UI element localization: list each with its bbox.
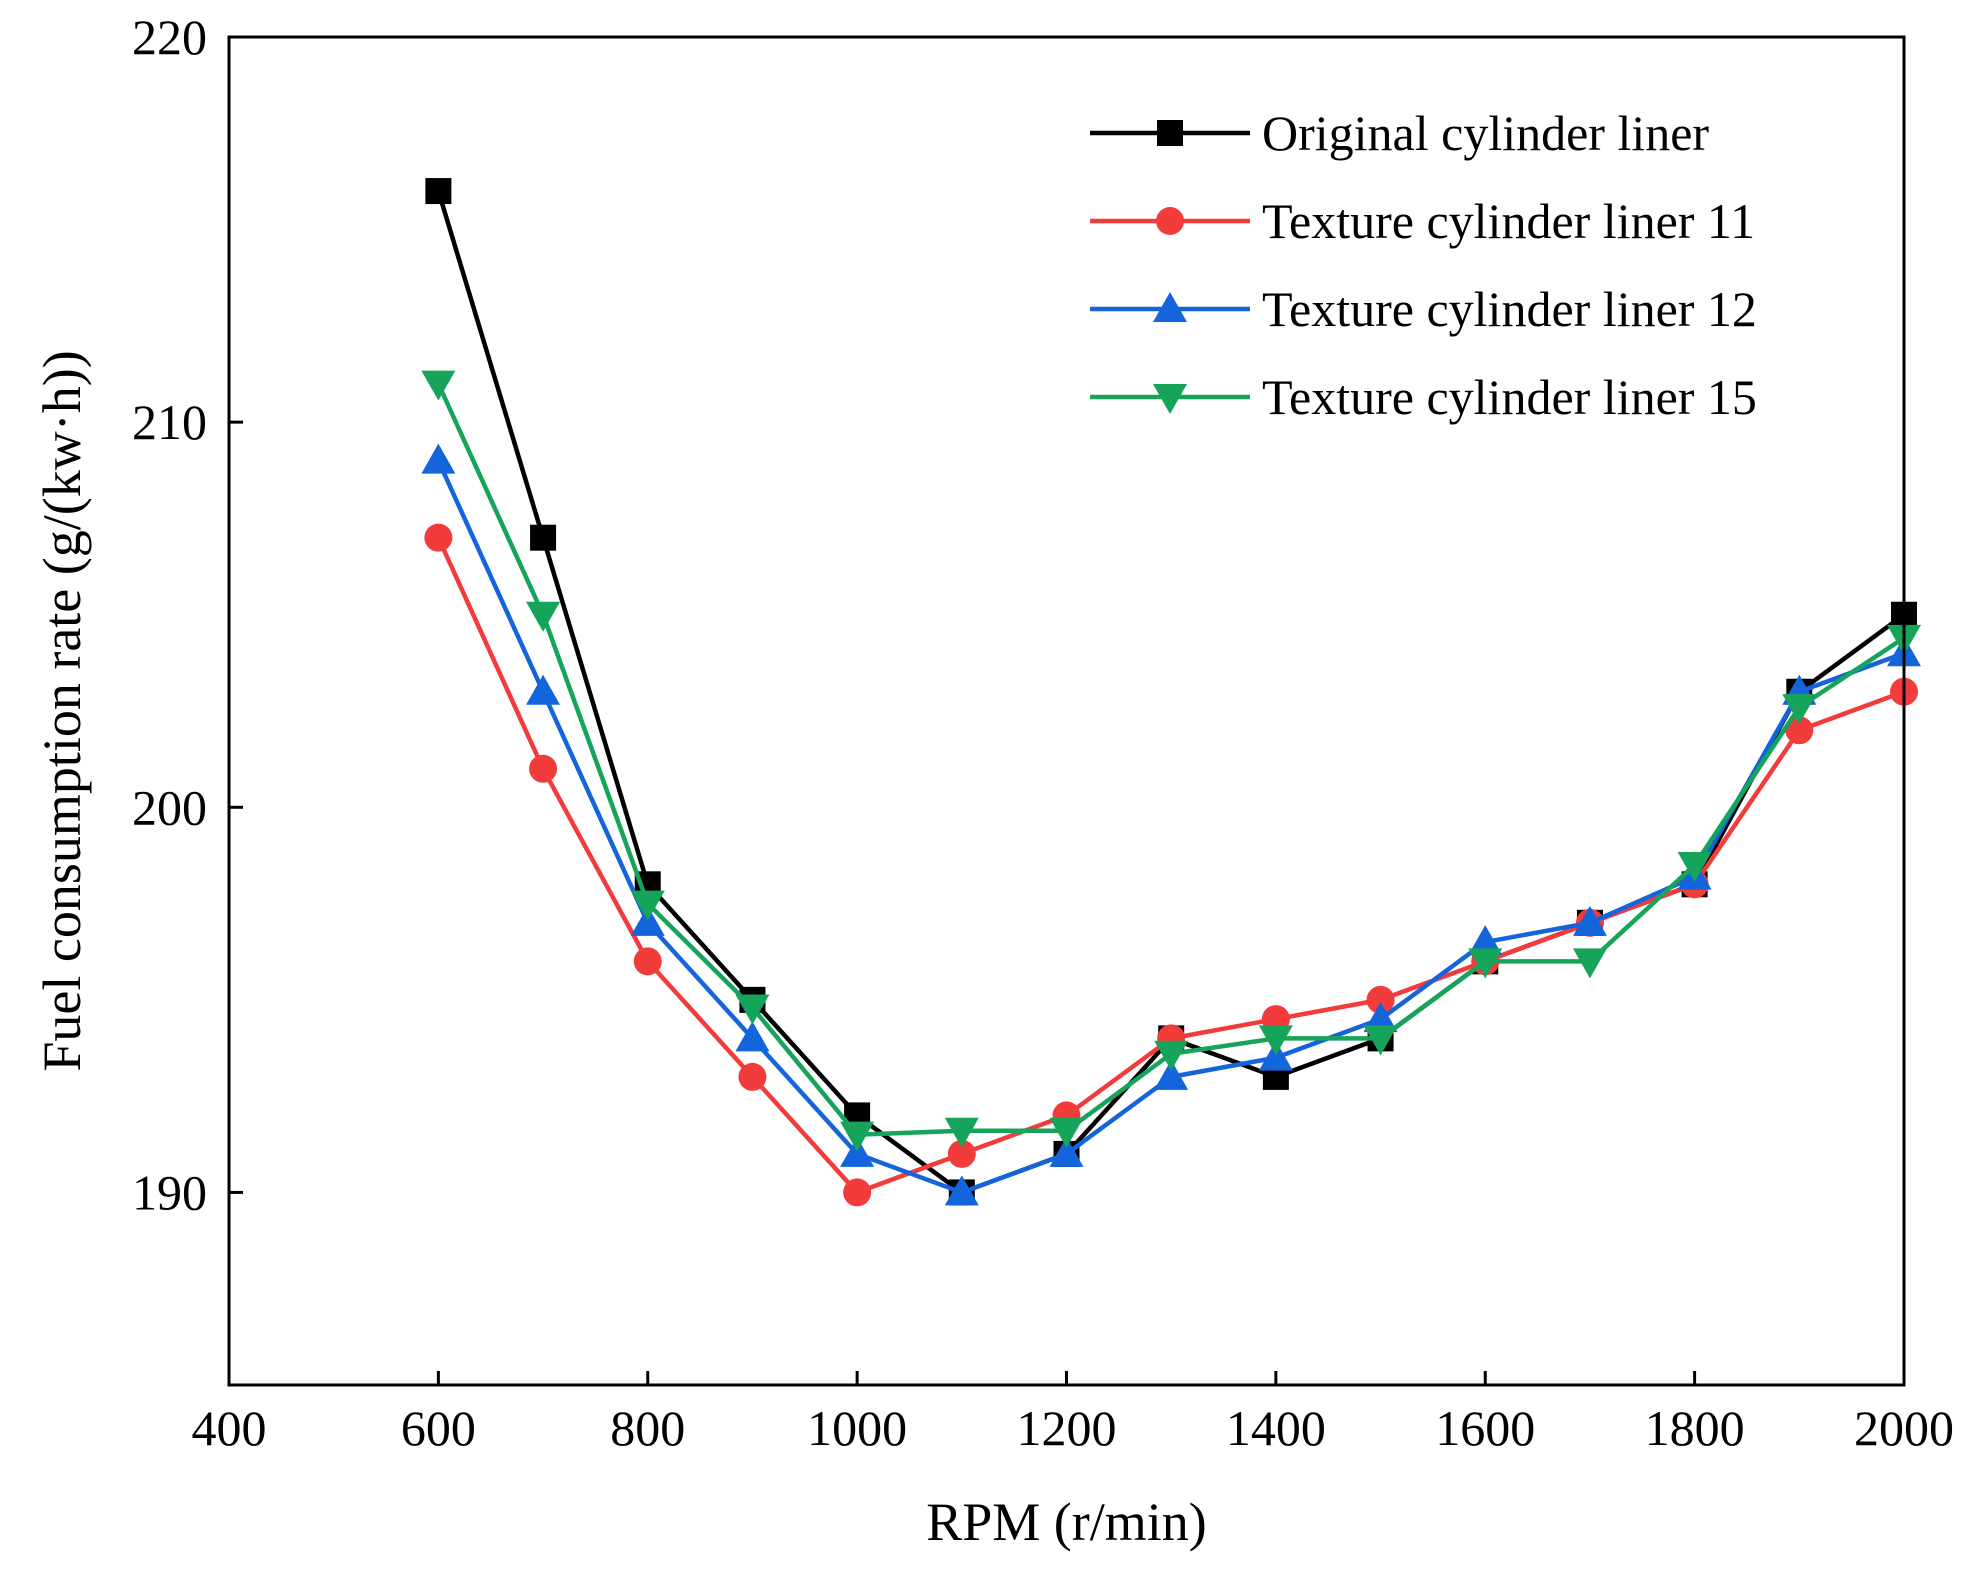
legend-item: Original cylinder liner [1090,105,1709,161]
data-point [633,947,662,976]
data-point [1049,1136,1084,1167]
x-axis-title: RPM (r/min) [926,1492,1207,1552]
legend: Original cylinder liner Texture cylinder … [1090,105,1757,425]
y-tick-label: 200 [132,779,207,835]
legend-marker [1157,120,1183,146]
data-point [630,890,665,921]
data-point [424,523,453,552]
data-point [630,905,665,936]
y-axis-title: Fuel consumption rate (g/(kw·h)) [32,350,92,1071]
x-tick-label: 1600 [1435,1400,1535,1456]
legend-marker [1153,384,1187,414]
data-point [1677,852,1712,883]
ticks-layer: 400 600 800 1000 1200 1400 1600 1800 2000 190 200 2… [132,9,1954,1456]
legend-label: Original cylinder liner [1262,105,1709,161]
data-point [735,994,770,1025]
data-point [1468,948,1503,979]
data-point [1258,1040,1293,1071]
legend-item: Texture cylinder liner 12 [1090,281,1757,337]
data-point [1258,1025,1293,1056]
data-point [1468,925,1503,956]
data-point [425,178,452,205]
data-point [529,754,558,783]
x-tick-label: 600 [401,1400,476,1456]
data-point [1154,1040,1189,1071]
data-point [944,1175,979,1206]
data-point [840,1136,875,1167]
x-tick-label: 2000 [1854,1400,1954,1456]
legend-marker [1153,292,1187,322]
data-point [1572,948,1607,979]
data-point [1782,694,1817,725]
legend-label: Texture cylinder liner 12 [1262,281,1757,337]
series-line [436,536,1905,1195]
x-tick-label: 1000 [807,1400,907,1456]
y-tick-label: 210 [132,394,207,450]
data-point [840,1121,875,1152]
data-point [1154,1059,1189,1090]
data-point [944,1117,979,1148]
data-point [947,1139,976,1168]
data-point [1785,716,1814,745]
data-point [1572,905,1607,936]
x-tick-label: 1400 [1226,1400,1326,1456]
y-tick-label: 190 [132,1164,207,1220]
data-point [526,674,561,705]
series-line [436,382,1906,1137]
data-point [421,370,456,401]
legend-label: Texture cylinder liner 11 [1262,193,1755,249]
data-point [1363,1002,1398,1033]
legend-item: Texture cylinder liner 11 [1090,193,1755,249]
data-point [526,601,561,632]
x-tick-label: 1200 [1017,1400,1117,1456]
y-tick-label: 220 [132,9,207,65]
x-tick-label: 400 [192,1400,267,1456]
data-point [1049,1117,1084,1148]
data-point [843,1178,872,1207]
data-point [1363,1025,1398,1056]
data-point [530,524,557,551]
legend-marker [1156,207,1184,235]
x-tick-label: 800 [610,1400,685,1456]
legend-label: Texture cylinder liner 15 [1262,369,1757,425]
data-point [738,1062,767,1091]
legend-item: Texture cylinder liner 15 [1090,369,1757,425]
data-point [735,1021,770,1052]
series-3 [421,443,1921,1206]
data-point [1366,985,1395,1014]
x-tick-label: 1800 [1645,1400,1745,1456]
data-point [421,443,456,474]
